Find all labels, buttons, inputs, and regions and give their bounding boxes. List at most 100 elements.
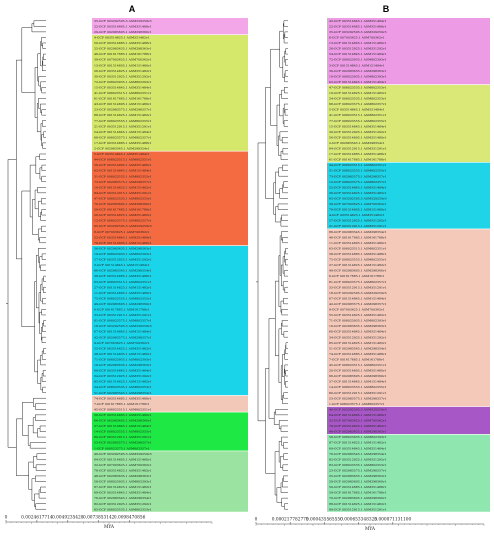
leaf-label: 74-GCF 003514885.1 ASM351488v1	[94, 396, 152, 400]
panel-label: B	[383, 4, 390, 14]
leaf-label: 76-GCF 002983545.1 ASM298354v1	[329, 452, 387, 456]
leaf-label: 68-GCF 008023575.1 ASM802357v1	[94, 135, 152, 139]
tick-label: 0.000653348325	[340, 518, 377, 523]
leaf-label: 29-GCF 002983605.1 ASM298360v1	[94, 30, 152, 34]
leaf-label: 73-GCF 002983575.1 ASM298357v1	[329, 174, 387, 178]
leaf-label: 31-GCF 008023555.1 ASM802355v1	[94, 174, 152, 178]
leaf-label: 32-GCF 007003625.1 ASM700362v1	[94, 463, 152, 467]
leaf-label: 64-GCF 001514805.1 ASM151480v1	[94, 457, 152, 461]
leaf-label: 9-GCF 007003625.1 ASM700362v1	[329, 308, 385, 312]
tick-label: 0	[5, 516, 8, 521]
leaf-label: 79-GCF 001514805.1 ASM151480v1	[94, 241, 152, 245]
leaf-label: 40-GCF 003292595.3 ASM329259v3	[94, 452, 152, 456]
leaf-label: 28-GCF 003512925.1 ASM351292v1	[329, 47, 387, 51]
leaf-label: 38-GCF 003514885.1 ASM351488v1	[329, 252, 387, 256]
clade-band	[327, 84, 490, 163]
tick-label: 0.000435565550	[306, 518, 343, 523]
leaf-label: 5-GCF 003514845.1 ASM351484v1	[329, 108, 385, 112]
clade-band	[92, 450, 248, 512]
leaf-label: 87-GCF 001514825.1 ASM151482v1	[94, 485, 152, 489]
leaf-label: 26-GCF 003514825.1 ASM351482v1	[94, 69, 152, 73]
leaf-label: 81-GCF 008023575.1 ASM802357v1	[329, 280, 387, 284]
leaf-label: 49-GCF 002983605.1 ASM298360v1	[94, 302, 152, 306]
leaf-label: 79-GCF 001514805.1 ASM151480v1	[329, 208, 387, 212]
leaf-label: 66-GCF 002983605.1 ASM298360v1	[94, 419, 152, 423]
clade-band	[327, 162, 490, 229]
leaf-label: 27-GCF 001514825.1 ASM151482v1	[94, 285, 152, 289]
leaf-label: 16-GCF 002983635.1 ASM298363v1	[329, 324, 387, 328]
leaf-label: 45-GCF 008023515.1 ASM802351v1	[329, 363, 387, 367]
leaf-label: 63-GCF 008023515.1 ASM802351v1	[329, 246, 387, 250]
panel-label: A	[129, 4, 136, 14]
leaf-label: 28-GCF 001514805.1 ASM151480v1	[94, 352, 152, 356]
leaf-label: 19-GCF 008023935.1 ASM802393v1	[94, 252, 152, 256]
leaf-label: 57-GCF 003512925.1 ASM351292v1	[329, 219, 387, 223]
leaf-label: 30-GCF 003512925.1 ASM351292v1	[329, 130, 387, 134]
leaf-label: 3-GCF 001514845.1 ASM151484v1	[94, 263, 150, 267]
leaf-label: 44-GCF 008023515.1 ASM802351v1	[94, 158, 152, 162]
tick-label: 0.000217782775	[272, 518, 309, 523]
leaf-label: 14-GCF 008023555.1 ASM802355v1	[94, 430, 152, 434]
leaf-label: 3-GCF 001514845.1 ASM151484v1	[329, 63, 385, 67]
leaf-label: 81-GCF 008023575.1 ASM802357v1	[94, 319, 152, 323]
leaf-label: 77-GCF 008023555.1 ASM802355v1	[94, 119, 152, 123]
leaf-label: 25-GCF 002983635.1 ASM298363v1	[329, 474, 387, 478]
leaf-label: 42-GCF 002983575.1 ASM298357v1	[94, 335, 152, 339]
leaf-label: 25-GCF 002983635.1 ASM298363v1	[94, 47, 152, 51]
leaf-label: 88-GCF 001514825.1 ASM151482v1	[329, 502, 387, 506]
leaf-label: 8-GCF 007003625.1 ASM700362v1	[329, 36, 385, 40]
leaf-label: 20-GCF 003514805.1 ASM351480v1	[94, 413, 152, 417]
axis-unit-label: MYA	[365, 527, 376, 532]
leaf-label: 24-GCF 008023535.1 ASM802353v1	[329, 97, 387, 101]
leaf-label: 27-GCF 001514825.1 ASM151482v1	[329, 263, 387, 267]
leaf-label: 37-GCF 001514845.1 ASM151484v1	[94, 424, 152, 428]
leaf-label: 69-GCF 003514845.1 ASM351484v1	[94, 491, 152, 495]
leaf-label: 26-GCF 003514825.1 ASM351482v1	[94, 213, 152, 217]
leaf-label: 9-GCF 007003625.1 ASM700362v1	[94, 341, 150, 345]
tick-label: 0.000871131100	[374, 518, 411, 523]
clade-band	[92, 34, 248, 152]
leaf-label: 16-GCF 002983635.1 ASM298363v1	[94, 363, 152, 367]
leaf-label: 83-GCF 008023535.1 ASM802353v1	[329, 463, 387, 467]
leaf-label: 41-GCF 008023515.1 ASM802351v1	[94, 91, 152, 95]
leaf-label: 46-GCF 001617885.1 ASM161788v1	[329, 235, 387, 239]
leaf-label: 8-GCF 007003625.1 ASM700362v1	[94, 230, 150, 234]
leaf-label: 66-GCF 002983605.1 ASM298360v1	[329, 374, 387, 378]
leaf-label: 37-GCF 001514845.1 ASM151484v1	[329, 380, 387, 384]
tick-label: 0	[255, 518, 258, 523]
leaf-label: 23-GCF 002983575.1 ASM298357v1	[329, 468, 387, 472]
leaf-label: 62-GCF 001514845.1 ASM151484v1	[94, 169, 152, 173]
leaf-label: 60-GCF 003514845.1 ASM351484v1	[329, 330, 387, 334]
leaf-label: 17-GCF 003514885.1 ASM351488v1	[329, 152, 387, 156]
leaf-label: 6-GCF 001617885.1 ASM161788v1	[94, 308, 150, 312]
leaf-label: 22-GCF 003514885.1 ASM351488v1	[329, 24, 387, 28]
leaf-label: 47-GCF 008023535.1 ASM802353v1	[94, 196, 152, 200]
leaf-label: 7-GCF 001617885.1 ASM161788v1	[94, 402, 150, 406]
clade-band	[92, 151, 248, 246]
leaf-label: 18-GCF 003292595.3 ASM329259v3	[329, 291, 387, 295]
leaf-label: 50-GCF 003514885.1 ASM351488v1	[329, 485, 387, 489]
leaf-label: 80-GCF 003512915.1 ASM351291v1	[94, 435, 152, 439]
leaf-label: 40-GCF 003292595.3 ASM329259v3	[329, 407, 387, 411]
leaf-label: 21-GCF 003512915.1 ASM351291v1	[94, 124, 152, 128]
leaf-label: 19-GCF 008023935.1 ASM802393v1	[329, 74, 387, 78]
clade-band	[327, 406, 490, 435]
leaf-label: 60-GCF 003514845.1 ASM351484v1	[94, 369, 152, 373]
clade-band	[327, 18, 490, 85]
leaf-label: 56-GCF 003514805.1 ASM351480v1	[329, 135, 387, 139]
leaf-label: 53-GCF 002983575.1 ASM298357v1	[94, 441, 152, 445]
leaf-label: 13-GCF 001514805.1 ASM151480v1	[94, 63, 152, 67]
leaf-label: 65-GCF 003292595.3 ASM329259v3	[329, 196, 387, 200]
leaf-label: 67-GCF 001514845.1 ASM151484v1	[329, 296, 387, 300]
leaf-label: 54-GCF 001514845.1 ASM151484v1	[329, 52, 387, 56]
leaf-label: 78-GCF 003514825.1 ASM351482v1	[329, 424, 387, 428]
leaf-label: 15-GCF 003514845.1 ASM351484v1	[329, 124, 387, 128]
leaf-label: 84-GCF 003512915.1 ASM351291v1	[94, 191, 152, 195]
leaf-label: 50-GCF 003514885.1 ASM351488v1	[94, 41, 152, 45]
leaf-label: 80-GCF 003512915.1 ASM351291v1	[329, 391, 387, 395]
leaf-label: 12-GCF 008023575.1 ASM802357v1	[329, 180, 387, 184]
leaf-label: 82-GCF 003512925.1 ASM351292v1	[329, 457, 387, 461]
leaf-label: 24-GCF 008023535.1 ASM802353v1	[94, 385, 152, 389]
